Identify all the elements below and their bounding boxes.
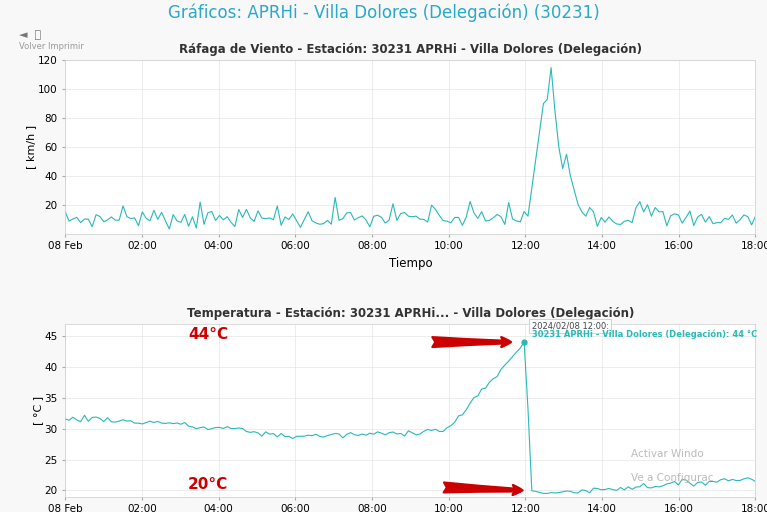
Text: Activar Windo: Activar Windo — [631, 449, 704, 459]
Text: 20°C: 20°C — [188, 477, 228, 492]
Text: Gráficos: APRHi - Villa Dolores (Delegación) (30231): Gráficos: APRHi - Villa Dolores (Delegac… — [168, 4, 599, 22]
X-axis label: Tiempo: Tiempo — [389, 257, 432, 270]
Text: Volver Imprimir: Volver Imprimir — [19, 42, 84, 52]
Y-axis label: [ °C ]: [ °C ] — [33, 396, 43, 424]
Y-axis label: [ km/h ]: [ km/h ] — [26, 125, 36, 169]
Title: Ráfaga de Viento - Estación: 30231 APRHi - Villa Dolores (Delegación): Ráfaga de Viento - Estación: 30231 APRHi… — [179, 44, 642, 56]
Title: Temperatura - Estación: 30231 APRHi... - Villa Dolores (Delegación): Temperatura - Estación: 30231 APRHi... -… — [186, 307, 634, 319]
Text: 44°C: 44°C — [188, 327, 228, 342]
Text: ◄  🖨: ◄ 🖨 — [19, 30, 41, 40]
Text: 2024/02/08 12:00:: 2024/02/08 12:00: — [532, 322, 609, 330]
Text: Ve a Configurac: Ve a Configurac — [631, 473, 714, 483]
Text: 30231 APRHi - Villa Dolores (Delegación): 44 °C: 30231 APRHi - Villa Dolores (Delegación)… — [532, 330, 757, 339]
